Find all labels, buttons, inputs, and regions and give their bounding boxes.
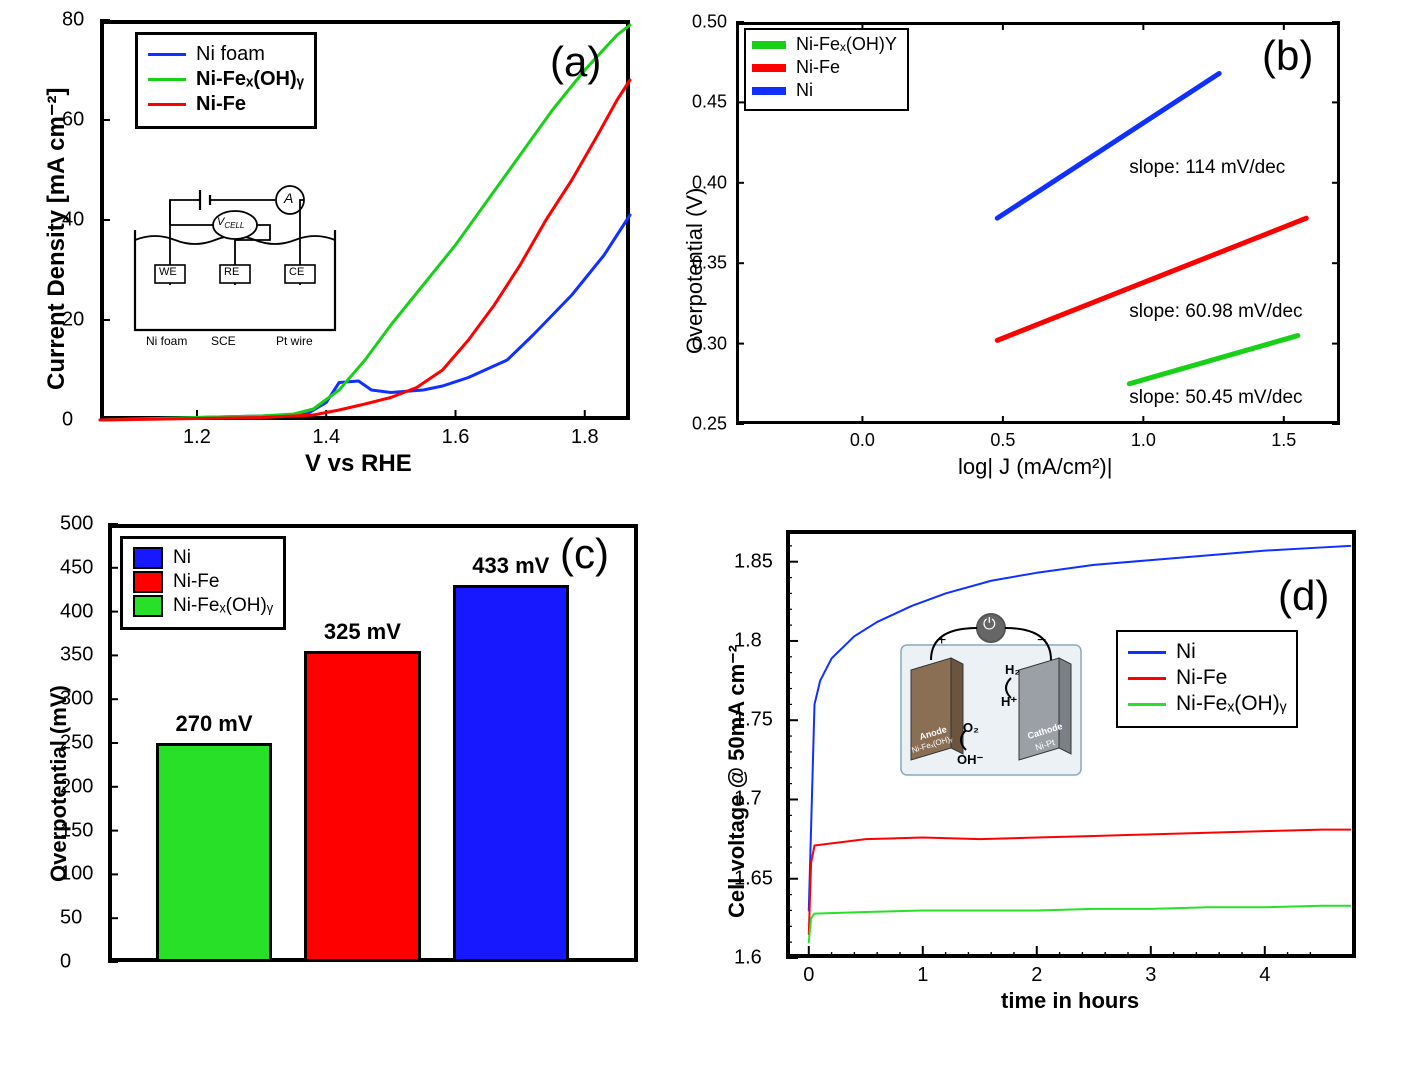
species-label: H₂: [1005, 662, 1020, 677]
minus-terminal: −: [1037, 632, 1046, 650]
species-label: O₂: [963, 720, 979, 735]
panel-d-legend: NiNi-FeNi-Feₓ(OH)ᵧ: [1116, 630, 1298, 728]
plus-terminal: +: [937, 632, 946, 650]
species-label: OH⁻: [957, 752, 983, 768]
panel-d-xtick: 2: [1031, 964, 1042, 987]
panel-d-ylabel: Cell voltage @ 50mA cm⁻²: [724, 645, 750, 918]
panel-d-ytick: 1.85: [734, 550, 773, 573]
panel-d-xtick: 4: [1259, 964, 1270, 987]
panel-d-xtick: 0: [803, 964, 814, 987]
panel-d-ytick: 1.6: [734, 947, 762, 970]
panel-d-letter: (d): [1278, 572, 1329, 620]
panel-d-xlabel: time in hours: [1001, 988, 1139, 1014]
power-icon: ⏻: [983, 616, 996, 634]
legend-item: Ni-Feₓ(OH)ᵧ: [1128, 692, 1286, 716]
panel-d-xtick: 3: [1145, 964, 1156, 987]
species-label: H⁺: [1001, 694, 1017, 710]
legend-item: Ni-Fe: [1128, 666, 1286, 690]
legend-item: Ni: [1128, 640, 1286, 664]
panel-d-xtick: 1: [917, 964, 928, 987]
